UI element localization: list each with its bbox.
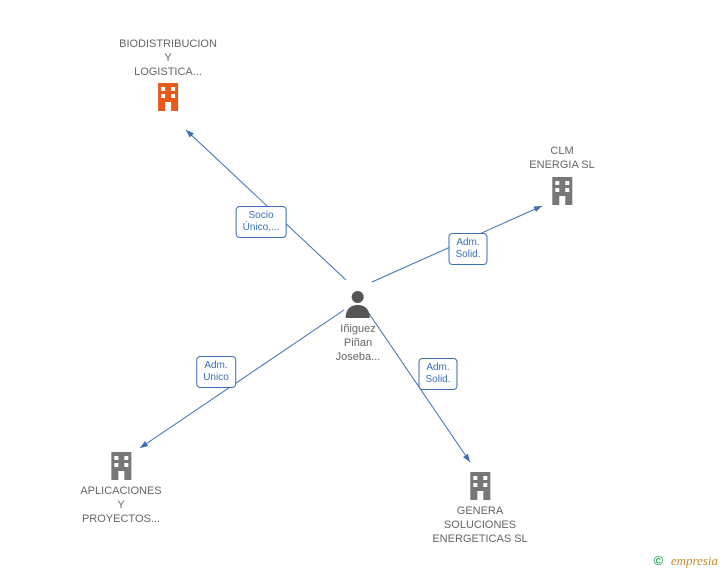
edge-label-adm-unico[interactable]: Adm. Unico [196,356,236,388]
edge-label-adm-solid-2[interactable]: Adm. Solid. [418,358,457,390]
edge-label-socio-unico[interactable]: Socio Único,... [236,206,287,238]
company-label: BIODISTRIBUCION Y LOGISTICA... [119,38,217,79]
center-person-node[interactable]: Iñiguez Piñan Joseba... [336,288,381,364]
center-label: Iñiguez Piñan Joseba... [336,323,381,364]
building-icon [464,468,496,505]
company-node-clm-energia[interactable]: CLM ENERGIA SL [529,145,594,210]
company-label: CLM ENERGIA SL [529,145,594,173]
building-icon [152,79,184,116]
person-icon [344,288,372,323]
building-icon [546,173,578,210]
edge-label-adm-solid-1[interactable]: Adm. Solid. [448,233,487,265]
company-label: APLICACIONES Y PROYECTOS... [80,485,161,526]
company-label: GENERA SOLUCIONES ENERGETICAS SL [432,505,527,546]
brand-name: empresia [671,553,718,568]
building-icon [105,448,137,485]
footer: © empresia [654,553,718,569]
company-node-biodistribucion[interactable]: BIODISTRIBUCION Y LOGISTICA... [119,38,217,116]
copyright-symbol: © [654,553,664,568]
company-node-genera[interactable]: GENERA SOLUCIONES ENERGETICAS SL [432,468,527,546]
company-node-aplicaciones[interactable]: APLICACIONES Y PROYECTOS... [80,448,161,526]
diagram-canvas: Iñiguez Piñan Joseba... BIODISTRIBUCION … [0,0,728,575]
